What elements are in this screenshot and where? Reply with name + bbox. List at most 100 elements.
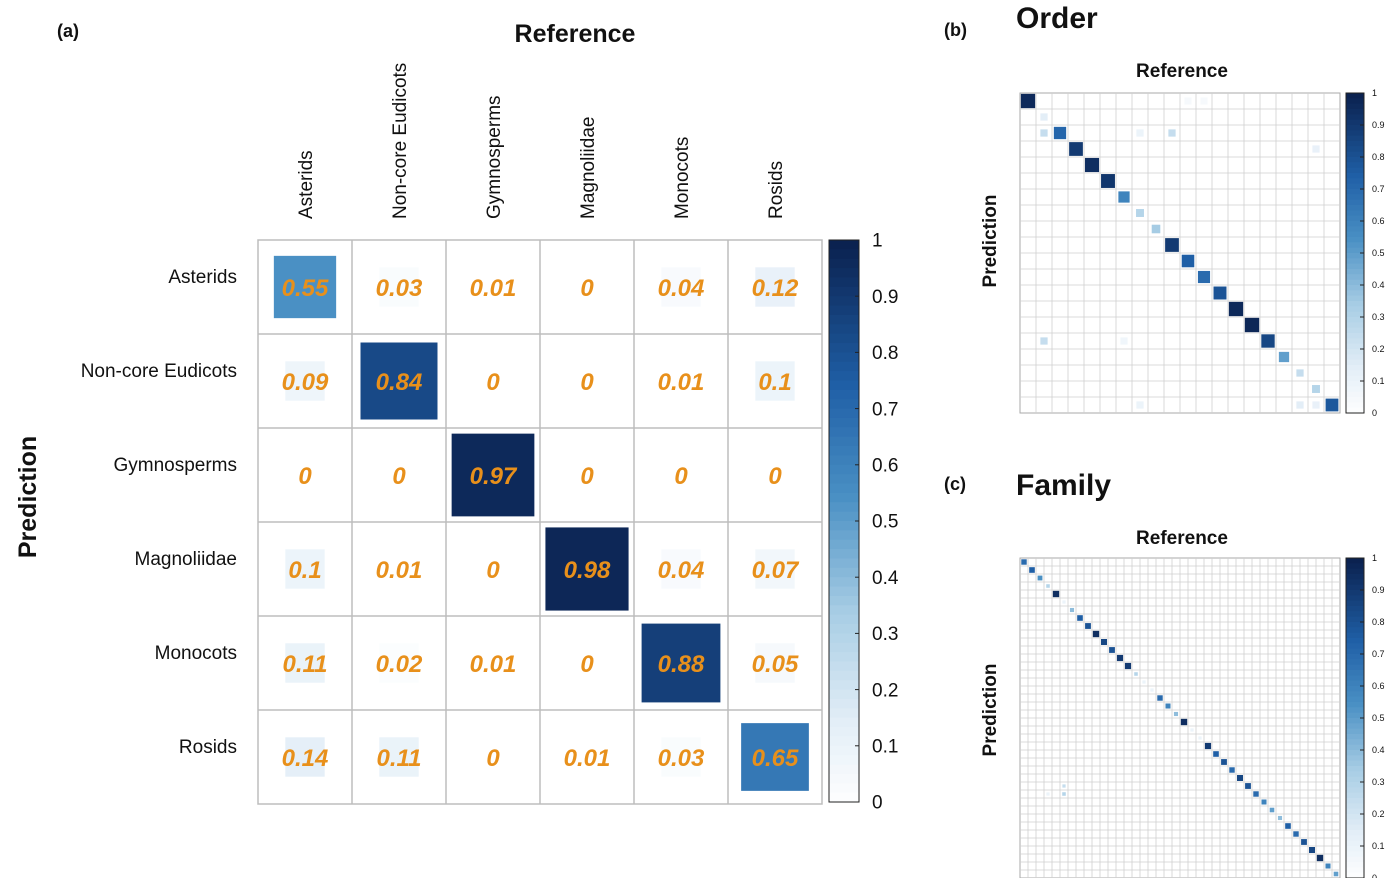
colorbar-segment <box>1346 242 1364 249</box>
diagonal-cell <box>1285 823 1291 829</box>
colorbar-segment <box>829 595 859 606</box>
diagonal-cell <box>1084 157 1100 173</box>
diagonal-cell <box>1046 584 1050 588</box>
colorbar-segment <box>829 474 859 485</box>
colorbar-tick-label: 0 <box>1372 873 1377 878</box>
colorbar-segment <box>1346 109 1364 115</box>
colorbar-segment <box>1346 119 1364 126</box>
colorbar-segment <box>1346 194 1364 201</box>
diagonal-cell <box>1197 270 1211 284</box>
diagonal-cell <box>1142 680 1146 684</box>
diagonal-cell <box>1293 831 1299 837</box>
colorbar-tick-label: 0.6 <box>872 455 898 476</box>
colorbar-segment <box>1346 247 1364 254</box>
colorbar-segment <box>1346 130 1364 137</box>
cell-value-label: 0.04 <box>658 275 705 302</box>
colorbar-segment <box>829 586 859 597</box>
colorbar-segment <box>1346 354 1364 361</box>
x-category-label: Magnoliidae <box>578 117 599 219</box>
diagonal-cell <box>1309 847 1315 853</box>
colorbar-segment <box>1346 867 1364 874</box>
diagonal-cell <box>1221 759 1227 765</box>
cell-value-label: 0.1 <box>758 369 791 396</box>
colorbar-segment <box>1346 269 1364 275</box>
diagonal-cell <box>1269 807 1275 813</box>
colorbar-segment <box>829 258 859 269</box>
colorbar-segment <box>1346 397 1364 403</box>
off-diagonal-cell <box>1312 401 1320 409</box>
main-colorbar: 1 0.9 0.8 0.7 0.6 0.5 0.4 0.3 0.2 0.1 0 <box>828 231 899 814</box>
diagonal-cell <box>1253 791 1259 797</box>
colorbar-segment <box>1346 595 1364 602</box>
colorbar-segment <box>1346 322 1364 329</box>
colorbar-segment <box>829 240 859 250</box>
colorbar-tick-label: 0.8 <box>1372 152 1385 162</box>
cell-value-label: 0 <box>768 463 782 490</box>
colorbar-segment <box>829 577 859 588</box>
colorbar-segment <box>829 530 859 541</box>
cell-value-label: 0.01 <box>470 651 517 678</box>
colorbar-segment <box>1346 792 1364 799</box>
colorbar-segment <box>1346 691 1364 698</box>
colorbar-segment <box>1346 563 1364 570</box>
colorbar-segment <box>1346 787 1364 794</box>
colorbar-segment <box>1346 734 1364 740</box>
colorbar-segment <box>1346 766 1364 772</box>
heatmap-cell-r5-c1 <box>379 737 419 777</box>
colorbar-segment <box>1346 632 1364 639</box>
diagonal-cell <box>1136 209 1144 217</box>
colorbar-segment <box>1346 114 1364 121</box>
diagonal-cell <box>1150 688 1154 692</box>
y-category-label: Magnoliidae <box>135 549 237 570</box>
cell-value-label: 0.11 <box>283 651 328 678</box>
diagonal-cell <box>1325 398 1339 412</box>
colorbar-segment <box>1346 862 1364 868</box>
colorbar-tick-label: 0.6 <box>1372 681 1385 691</box>
colorbar-segment <box>1346 274 1364 281</box>
main-x-axis-title: Reference <box>515 20 636 48</box>
colorbar-segment <box>1346 808 1364 815</box>
colorbar-segment <box>1346 151 1364 158</box>
colorbar-segment <box>1346 760 1364 767</box>
cell-value-label: 0 <box>486 557 500 584</box>
colorbar-segment <box>1346 199 1364 206</box>
colorbar-segment <box>829 783 859 794</box>
off-diagonal-cell <box>1062 792 1066 796</box>
order-heatmap <box>1019 92 1341 414</box>
cell-value-label: 0 <box>580 651 594 678</box>
cell-value-label: 0.04 <box>658 557 705 584</box>
colorbar-segment <box>1346 643 1364 650</box>
diagonal-cell <box>1040 113 1048 121</box>
diagonal-cell <box>1101 639 1107 645</box>
diagonal-cell <box>1037 575 1043 581</box>
diagonal-cell <box>1173 711 1179 717</box>
colorbar-tick-label: 0.3 <box>1372 777 1385 787</box>
diagonal-cell <box>1109 647 1115 653</box>
heatmap-cell-r3-c4 <box>661 549 701 589</box>
colorbar-segment <box>1346 301 1364 307</box>
colorbar-segment <box>829 605 859 616</box>
cell-value-label: 0.09 <box>282 369 329 396</box>
diagonal-cell <box>1101 174 1115 188</box>
family-heatmap <box>1019 557 1341 878</box>
x-category-label: Non-core Eudicots <box>390 63 411 219</box>
colorbar-segment <box>829 661 859 672</box>
main-y-axis-title: Prediction <box>14 436 42 558</box>
colorbar-segment <box>829 427 859 438</box>
diagonal-cell <box>1124 662 1132 670</box>
colorbar-tick-label: 0.5 <box>872 512 898 533</box>
colorbar-segment <box>1346 221 1364 227</box>
y-category-label: Non-core Eudicots <box>81 361 237 382</box>
cell-value-label: 0.11 <box>377 745 422 772</box>
diagonal-cell <box>1165 703 1171 709</box>
colorbar-tick-label: 0.8 <box>872 343 898 364</box>
family-y-axis-title: Prediction <box>980 664 1001 757</box>
colorbar-segment <box>1346 830 1364 836</box>
colorbar-segment <box>1346 93 1364 99</box>
x-category-label: Gymnosperms <box>484 95 505 219</box>
main-heatmap: 0.55 0.03 0.01 0 0.04 0.12 0.09 0.84 0 0 0.01 0.1 0 0… <box>81 63 823 805</box>
colorbar-segment <box>1346 365 1364 371</box>
panel-title-family: Family <box>1016 469 1111 502</box>
colorbar-tick-label: 0.1 <box>1372 841 1385 851</box>
